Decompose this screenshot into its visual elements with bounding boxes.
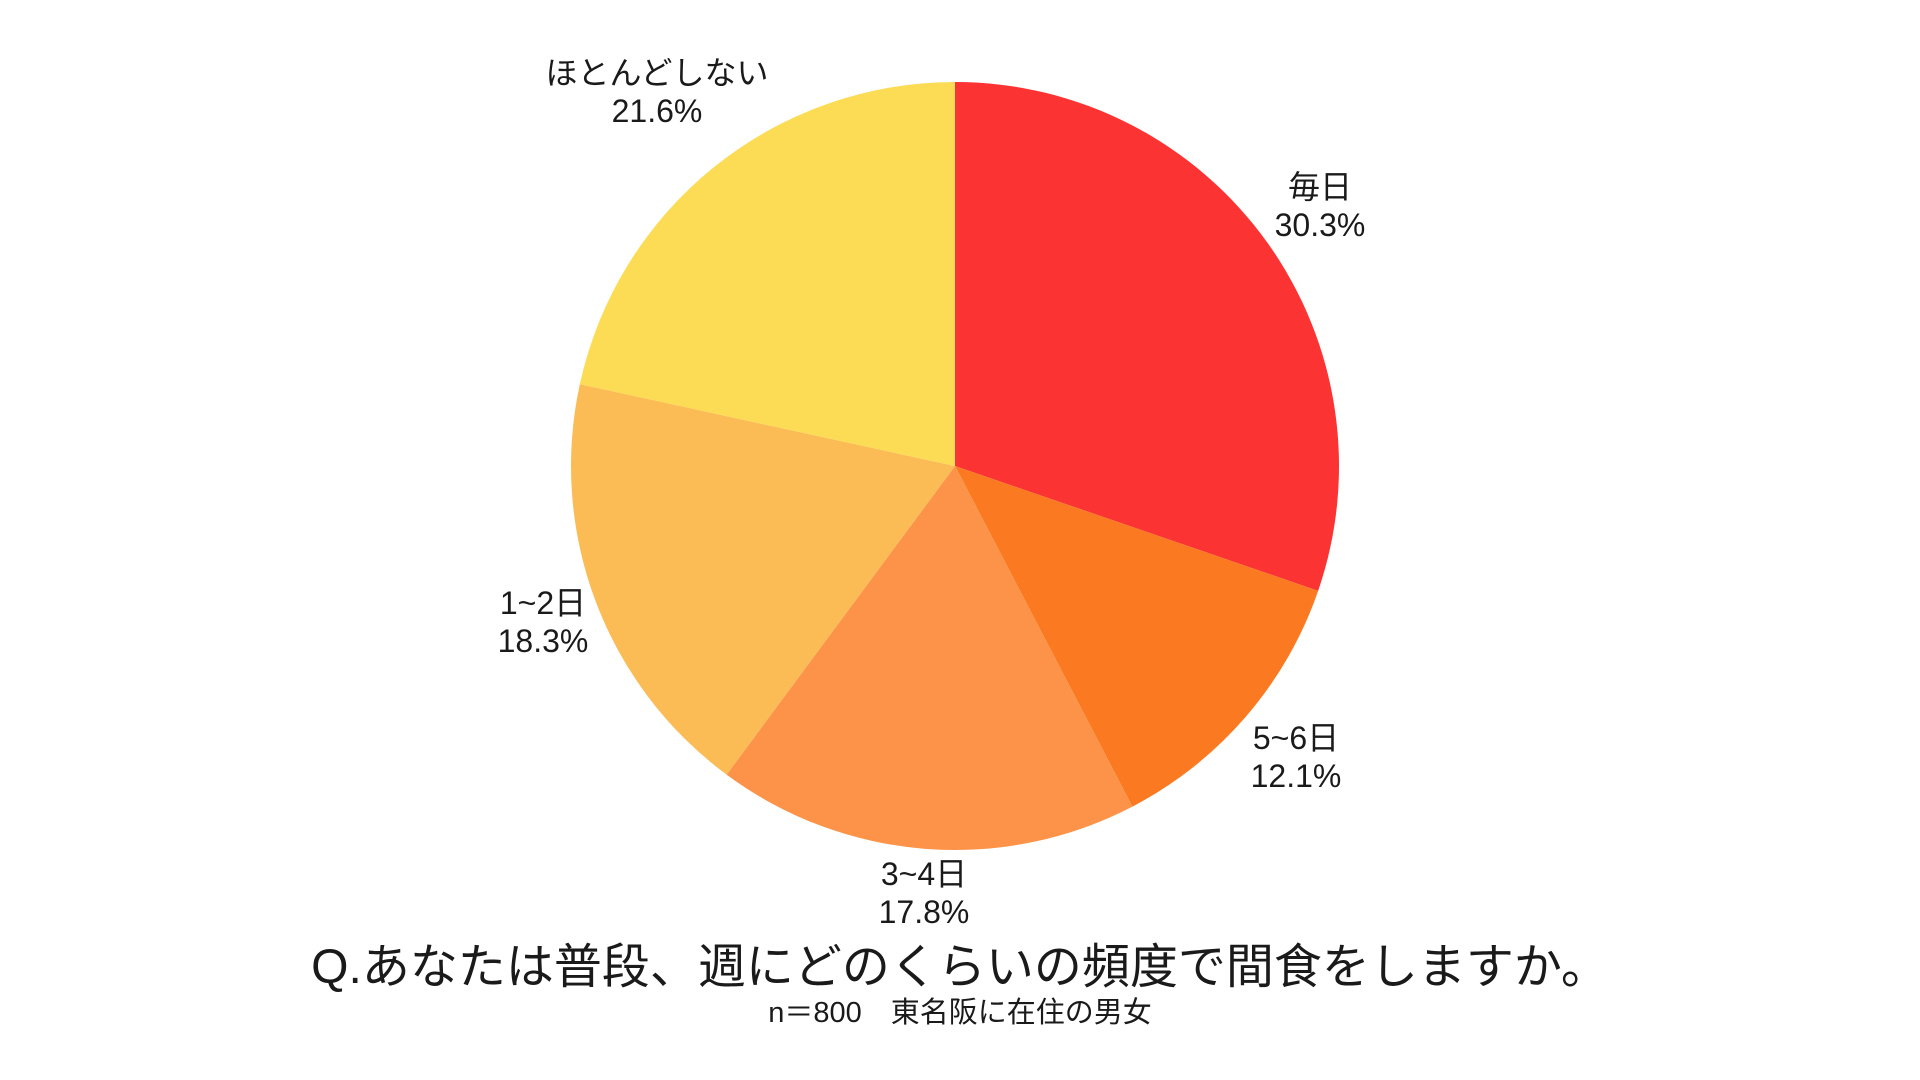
chart-subtitle: n＝800 東名阪に在住の男女 [768, 997, 1152, 1029]
pie-slice-3 [570, 384, 955, 775]
slice-percent: 30.3% [1274, 207, 1366, 243]
slice-name: 1~2日 [499, 585, 587, 621]
slice-name: 3~4日 [880, 856, 968, 892]
slice-name: 5~6日 [1252, 720, 1340, 756]
slice-percent: 17.8% [878, 894, 970, 930]
slice-percent: 18.3% [497, 623, 589, 659]
slice-percent: 12.1% [1250, 758, 1342, 794]
pie-slice-label-4: ほとんどしない 21.6% [545, 54, 768, 130]
pie-slice-2 [726, 466, 1133, 851]
pie-slice-label-3: 1~2日 18.3% [498, 584, 589, 660]
pie-slice-4 [579, 81, 955, 467]
pie-slice-label-1: 5~6日 12.1% [1251, 719, 1342, 795]
pie-slice-0 [955, 82, 1339, 591]
slice-percent: 21.6% [611, 93, 703, 129]
pie-slice-1 [955, 466, 1319, 807]
slice-name: 毎日 [1287, 169, 1353, 205]
pie-slice-label-0: 毎日 30.3% [1275, 168, 1366, 244]
pie-slice-label-2: 3~4日 17.8% [879, 855, 970, 931]
slice-name: ほとんどしない [545, 55, 769, 91]
chart-title: Q.あなたは普段、週にどのくらいの頻度で間食をしますか。 [311, 941, 1609, 994]
